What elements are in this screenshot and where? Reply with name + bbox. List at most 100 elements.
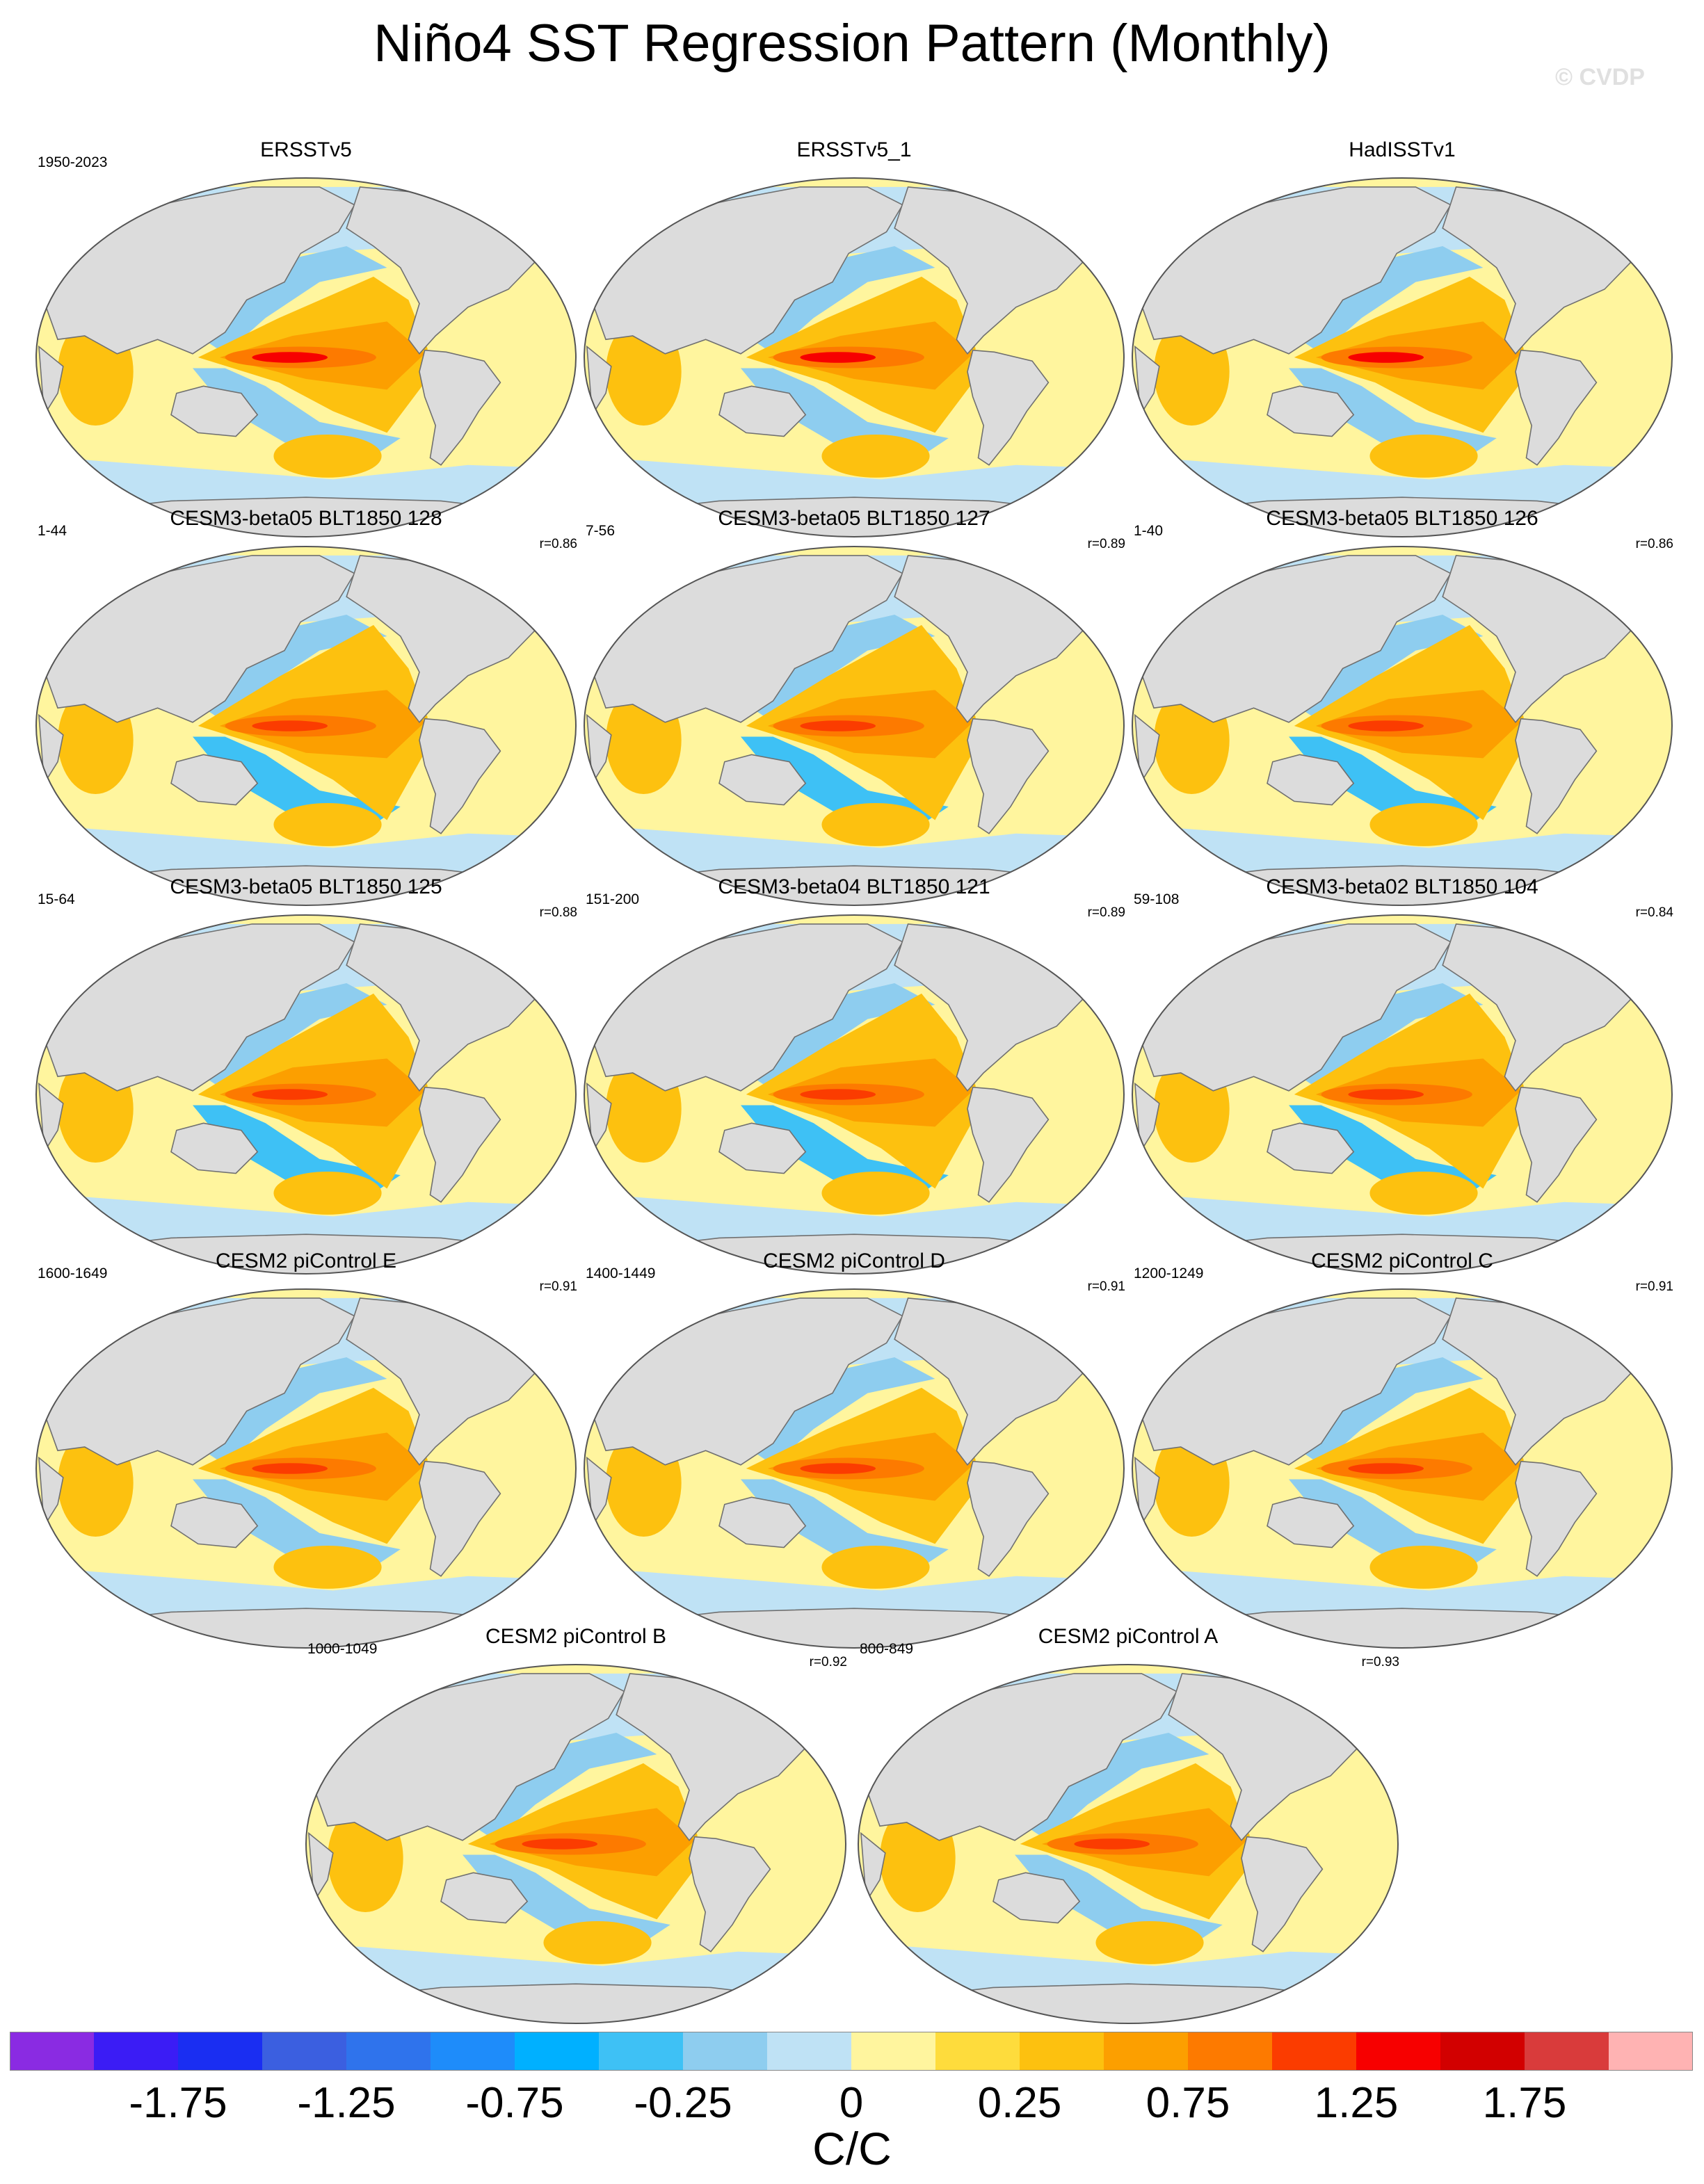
pattern-warm-peak: [252, 352, 328, 363]
land-mass: [967, 1086, 1050, 1203]
pattern-sw-blue-arm: [463, 1854, 670, 1943]
land-mass: [1515, 349, 1598, 466]
panel-period: 1950-2023: [38, 154, 108, 170]
land-mass: [40, 1297, 355, 1466]
land-mass: [967, 1460, 1050, 1577]
map-panel: CESM3-beta05 BLT1850 127 7-56 r=0.89: [583, 507, 1125, 906]
panel-correlation: r=0.93: [1361, 1655, 1399, 1669]
land-mass: [170, 754, 259, 806]
pattern-south-warm: [1369, 1171, 1478, 1215]
world-map: [584, 914, 1125, 1275]
world-map: [584, 546, 1125, 906]
land-mass: [483, 918, 550, 966]
colorbar-swatch: [1104, 2032, 1189, 2071]
pattern-warm-peak: [1348, 1463, 1424, 1474]
pattern-sw-blue-arm: [193, 368, 401, 456]
pattern-warm-peak: [1348, 1089, 1424, 1100]
map-panel: CESM3-beta02 BLT1850 104 59-108 r=0.84: [1131, 875, 1673, 1275]
land-mass: [588, 923, 903, 1092]
colorbar-swatch: [1525, 2032, 1609, 2071]
land-mass: [307, 1831, 334, 1904]
map-outline: [584, 914, 1125, 1275]
land-mass: [718, 1122, 807, 1174]
panel-title: CESM2 piControl E: [215, 1249, 397, 1272]
pattern-south-warm: [821, 802, 930, 846]
colorbar-swatch: [431, 2032, 515, 2071]
land-mass: [1267, 1496, 1355, 1548]
land-mass: [419, 718, 501, 834]
panel-correlation: r=0.86: [1635, 537, 1673, 551]
pattern-south-warm: [273, 1171, 382, 1215]
land-mass: [1267, 754, 1355, 806]
panel-correlation: r=0.86: [539, 537, 577, 551]
land-mass: [588, 555, 903, 723]
panel-title: CESM2 piControl C: [1311, 1249, 1493, 1272]
map-panel: CESM2 piControl C 1200-1249 r=0.91: [1131, 1249, 1673, 1649]
land-mass: [1580, 549, 1646, 598]
pattern-sw-blue-arm: [193, 736, 401, 825]
panel-period: 59-108: [1134, 891, 1180, 907]
land-mass: [1267, 1122, 1355, 1174]
panel-title: CESM2 piControl A: [1038, 1625, 1219, 1648]
land-mass: [38, 1456, 64, 1528]
land-mass: [1031, 181, 1098, 229]
land-mass: [1580, 1292, 1646, 1341]
map-outline: [584, 177, 1125, 537]
land-mass: [419, 1460, 501, 1577]
panel-correlation: r=0.91: [1635, 1279, 1673, 1294]
land-mass: [1305, 1667, 1372, 1716]
pattern-south-warm: [543, 1920, 652, 1964]
pattern-nw-blue-arm: [746, 1357, 935, 1465]
panel-correlation: r=0.91: [539, 1279, 577, 1294]
pattern-warm-peak: [800, 1463, 876, 1474]
land-mass: [1134, 1456, 1160, 1528]
pattern-nw-blue-arm: [746, 615, 935, 722]
land-mass: [40, 186, 355, 355]
land-mass: [967, 349, 1050, 466]
pattern-nw-blue-arm: [1020, 1733, 1209, 1841]
pattern-nw-blue-arm: [198, 246, 387, 354]
land-mass: [1580, 918, 1646, 966]
map-panel: CESM2 piControl A 800-849 r=0.93: [857, 1625, 1399, 2024]
pattern-sw-blue-arm: [1015, 1854, 1223, 1943]
watermark: © CVDP: [1555, 64, 1645, 90]
colorbar-swatch: [1272, 2032, 1357, 2071]
land-mass: [586, 345, 612, 417]
pattern-south-warm: [273, 434, 382, 478]
land-mass: [170, 385, 259, 437]
land-mass: [586, 1456, 612, 1528]
panel-period: 1-44: [38, 523, 67, 539]
land-mass: [1136, 923, 1452, 1092]
land-mass: [1267, 385, 1355, 437]
colorbar-swatch: [935, 2032, 1020, 2071]
colorbar-swatch: [1356, 2032, 1441, 2071]
land-mass: [1031, 1292, 1098, 1341]
pattern-warm-peak: [252, 1089, 328, 1100]
world-map: [305, 1664, 846, 2024]
land-mass: [170, 1122, 259, 1174]
panel-correlation: r=0.89: [1087, 905, 1125, 920]
pattern-warm-peak: [252, 1463, 328, 1474]
pattern-nw-blue-arm: [198, 983, 387, 1091]
land-mass: [588, 186, 903, 355]
colorbar-swatch: [767, 2032, 852, 2071]
land-mass: [1031, 918, 1098, 966]
pattern-south-warm: [821, 434, 930, 478]
pattern-sw-blue-arm: [741, 736, 949, 825]
map-panel: CESM2 piControl D 1400-1449 r=0.91: [583, 1249, 1125, 1649]
land-mass: [40, 555, 355, 723]
colorbar-swatch: [515, 2032, 600, 2071]
colorbar-swatch: [1440, 2032, 1525, 2071]
land-mass: [1515, 1460, 1598, 1577]
pattern-warm-peak: [800, 352, 876, 363]
pattern-warm-peak: [1074, 1838, 1150, 1850]
land-mass: [38, 345, 64, 417]
panel-correlation: r=0.88: [539, 905, 577, 920]
land-mass: [967, 718, 1050, 834]
colorbar-swatch: [1609, 2032, 1693, 2071]
land-mass: [40, 923, 355, 1092]
land-mass: [1241, 1836, 1324, 1952]
pattern-warm-peak: [800, 720, 876, 731]
panel-title: HadISSTv1: [1349, 138, 1456, 161]
colorbar-units: C/C: [812, 2123, 892, 2174]
